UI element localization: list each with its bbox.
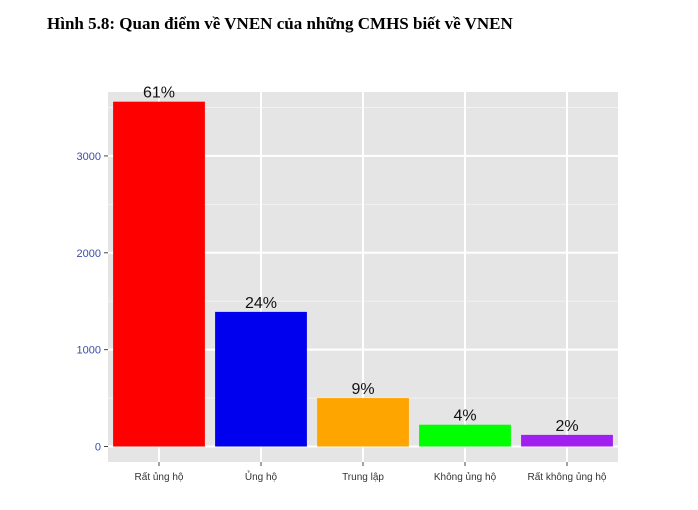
bar xyxy=(215,311,307,447)
y-tick-label: 3000 xyxy=(77,151,101,163)
data-label: 9% xyxy=(351,381,374,398)
x-tick-label: Trung lập xyxy=(342,472,384,483)
bars xyxy=(113,101,613,447)
x-tick-label: Rất không ủng hộ xyxy=(528,471,607,483)
bar xyxy=(317,398,409,447)
bar xyxy=(521,434,613,447)
y-tick-label: 2000 xyxy=(77,248,101,260)
y-tick-label: 1000 xyxy=(77,345,101,357)
x-tick-label: Rất ủng hộ xyxy=(135,471,184,483)
x-tick-label: Ủng hộ xyxy=(245,470,278,483)
data-label: 2% xyxy=(555,418,578,435)
bar xyxy=(113,101,205,447)
data-label: 61% xyxy=(143,85,175,102)
y-tick-label: 0 xyxy=(95,442,101,454)
x-tick-label: Không ủng hộ xyxy=(434,471,497,483)
labels: 61% 24% 9% 4% 2% xyxy=(143,85,579,435)
figure-caption: Hình 5.8: Quan điểm về VNEN của những CM… xyxy=(47,14,513,33)
data-label: 4% xyxy=(453,408,476,425)
bar xyxy=(419,424,511,447)
data-label: 24% xyxy=(245,295,277,312)
axes: 0 1000 2000 3000 Rất ủng hộ Ủng hộ Trung lập Kh… xyxy=(77,151,607,483)
